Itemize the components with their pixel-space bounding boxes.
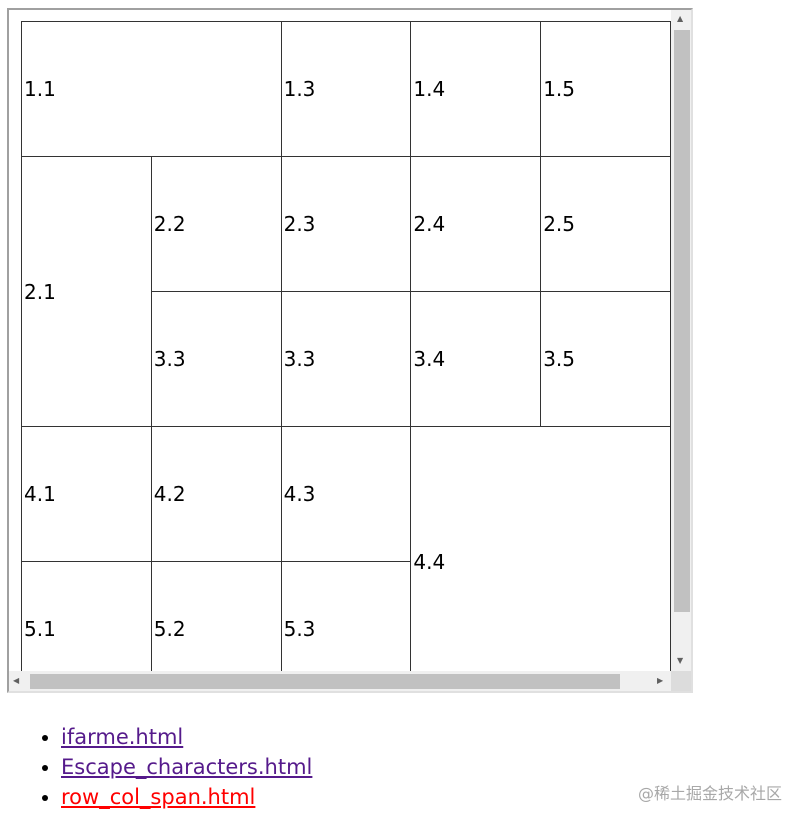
table-cell: 4.2	[150, 426, 282, 562]
table-cell: 2.5	[540, 156, 671, 292]
link-escape-characters[interactable]: Escape_characters.html	[61, 755, 313, 779]
table-row: 5.1 5.2 5.3	[21, 561, 671, 671]
table-cell: 5.1	[21, 561, 152, 671]
table-cell: 3.4	[410, 291, 542, 427]
table-cell: 5.3	[280, 561, 412, 671]
horizontal-scroll-thumb[interactable]	[30, 674, 620, 689]
table-row: 2.1 2.2 2.3 2.4 2.5	[21, 156, 671, 427]
table-cell: 5.2	[150, 561, 282, 671]
table-cell: 2.1	[21, 156, 152, 427]
list-item: row_col_span.html	[61, 782, 312, 812]
table-cell: 2.2	[150, 156, 282, 292]
table-cell: 3.3	[150, 291, 282, 427]
scrollbar-corner	[671, 671, 691, 691]
span-table: 1.1 1.3 1.4 1.5 2.1 2.2 2.3 2.4 2.5 3.3 3.3 3.4 3.5 4…	[21, 21, 671, 671]
vertical-scrollbar[interactable]: ▲ ▼	[671, 10, 691, 671]
list-item: ifarme.html	[61, 722, 312, 752]
link-list: ifarme.html Escape_characters.html row_c…	[0, 722, 312, 812]
table-row: 4.1 4.2 4.3 4.4	[21, 426, 671, 671]
scroll-right-arrow-icon[interactable]: ▶	[657, 676, 664, 685]
table-cell: 1.3	[280, 21, 412, 157]
link-row-col-span[interactable]: row_col_span.html	[61, 785, 256, 809]
table-cell: 2.4	[410, 156, 542, 292]
vertical-scroll-thumb[interactable]	[674, 30, 690, 612]
table-row: 1.1 1.3 1.4 1.5	[21, 21, 671, 157]
table-cell: 1.1	[21, 21, 282, 157]
iframe[interactable]: 1.1 1.3 1.4 1.5 2.1 2.2 2.3 2.4 2.5 3.3 3.3 3.4 3.5 4…	[7, 8, 693, 693]
scroll-left-arrow-icon[interactable]: ◀	[13, 676, 20, 685]
link-ifarme[interactable]: ifarme.html	[61, 725, 184, 749]
table-cell: 4.4	[410, 426, 671, 671]
watermark: @稀土掘金技术社区	[637, 784, 782, 803]
table-cell: 4.1	[21, 426, 152, 562]
table-cell: 2.3	[280, 156, 412, 292]
scroll-up-arrow-icon[interactable]: ▲	[677, 14, 684, 23]
list-item: Escape_characters.html	[61, 752, 312, 782]
table-cell: 1.4	[410, 21, 542, 157]
table-cell: 3.3	[280, 291, 412, 427]
table-cell: 3.5	[540, 291, 671, 427]
horizontal-scrollbar[interactable]: ◀ ▶	[9, 671, 671, 691]
iframe-viewport: 1.1 1.3 1.4 1.5 2.1 2.2 2.3 2.4 2.5 3.3 3.3 3.4 3.5 4…	[9, 10, 671, 671]
scroll-down-arrow-icon[interactable]: ▼	[677, 656, 684, 665]
table-cell: 4.3	[280, 426, 412, 562]
table-cell: 1.5	[540, 21, 671, 157]
